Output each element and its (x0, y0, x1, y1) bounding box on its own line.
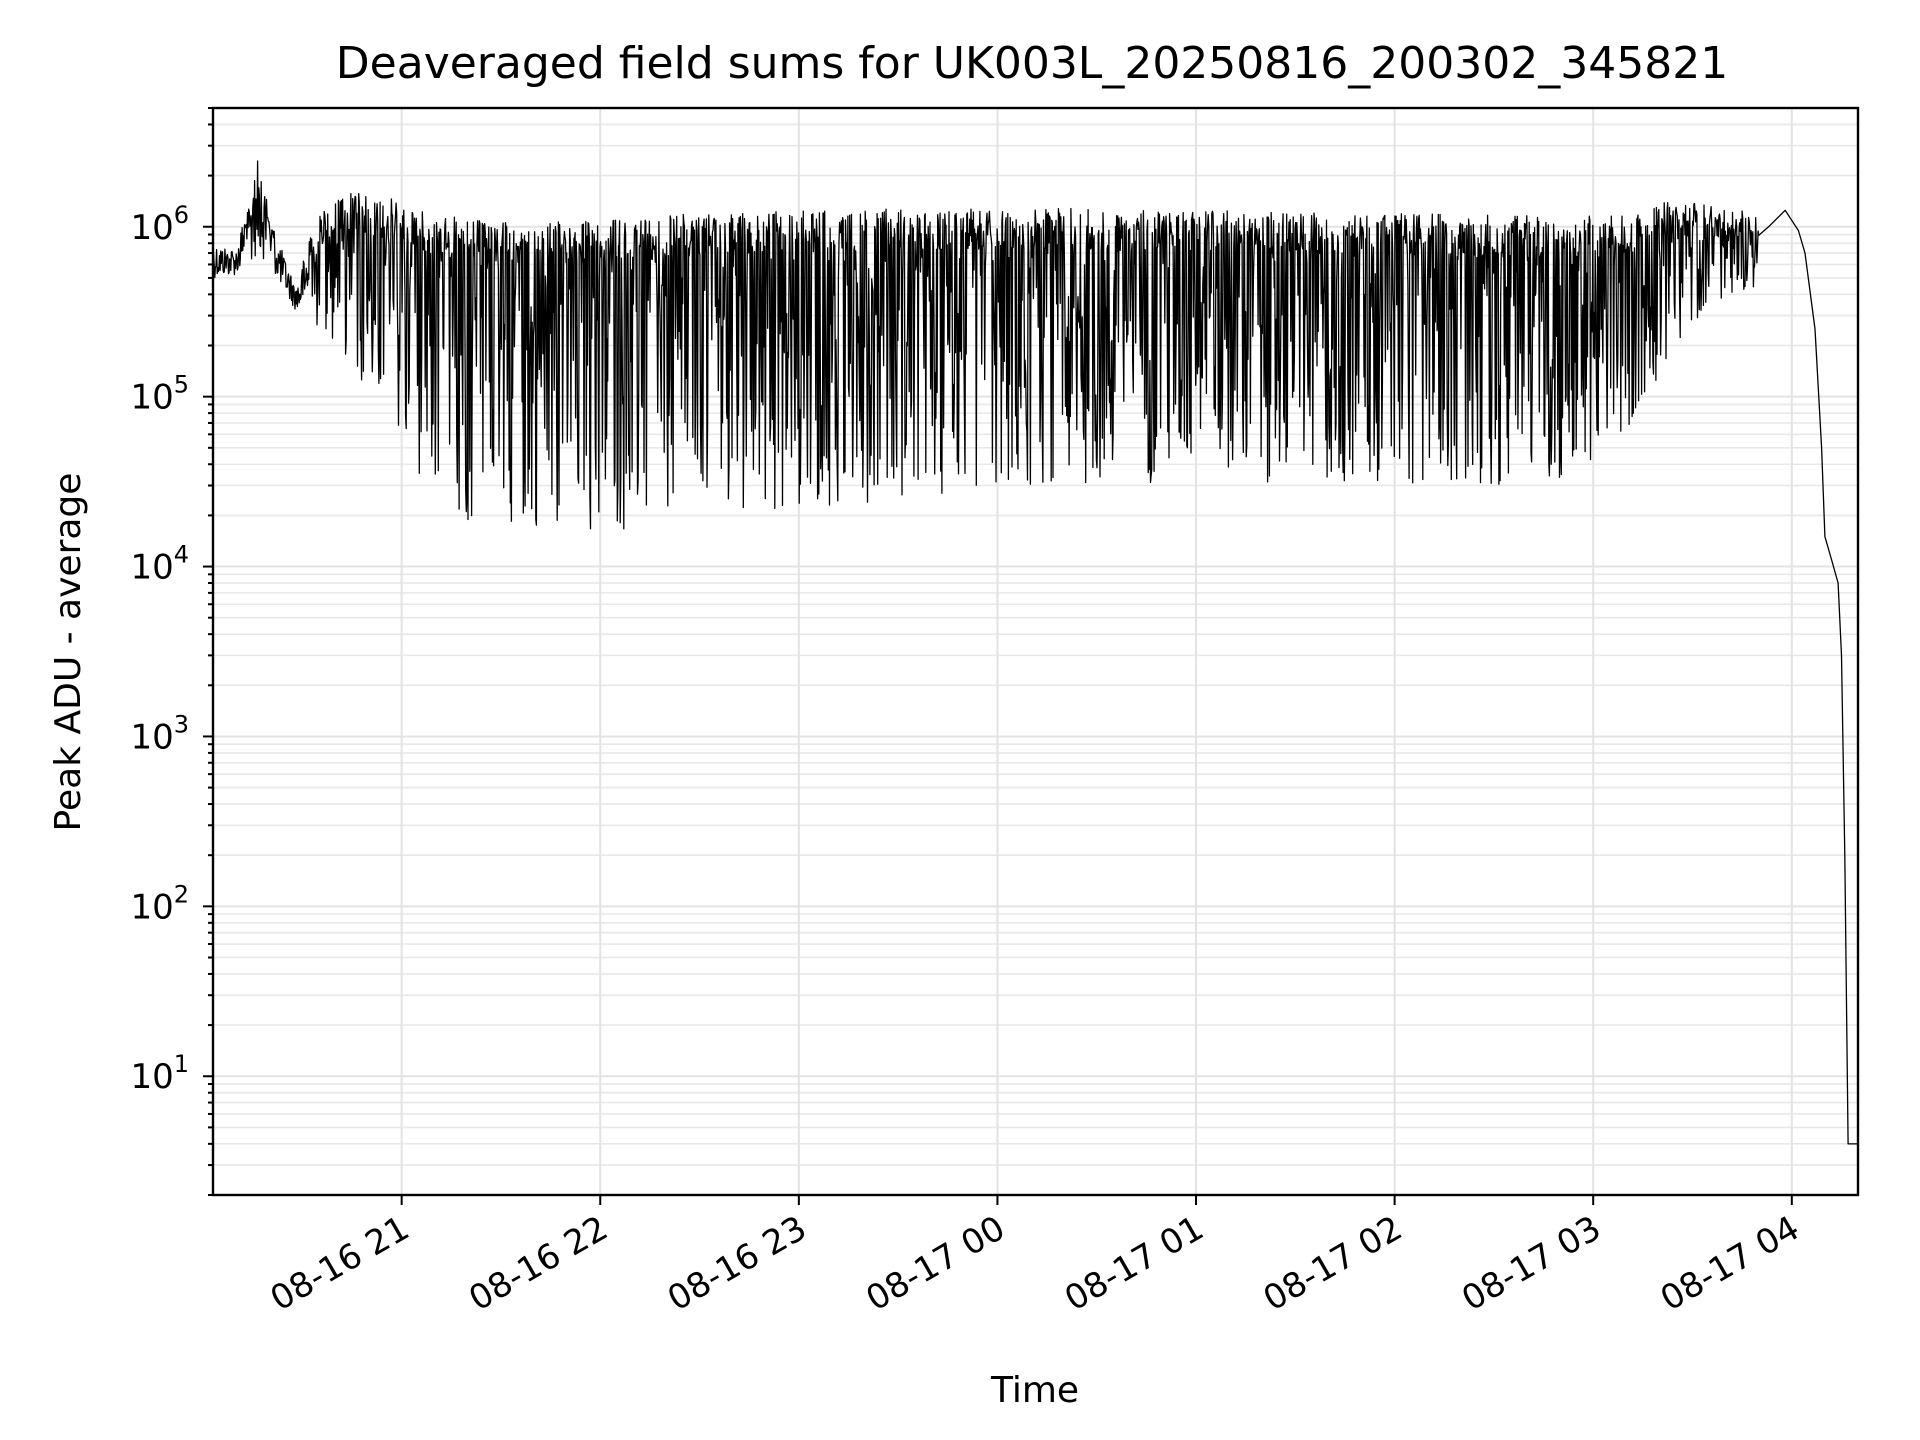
x-tick-labels: 08-16 21 08-16 22 08-16 23 08-17 00 08-17 01… (264, 1208, 1807, 1319)
x-tick-label: 08-16 22 (462, 1208, 614, 1319)
y-tick-label: 101 (130, 1050, 189, 1097)
y-tick-labels: 101 102 103 104 105 106 (130, 201, 189, 1097)
y-tick-label: 103 (130, 710, 189, 757)
x-axis-label: Time (990, 1370, 1079, 1411)
x-tick-label: 08-17 04 (1654, 1208, 1806, 1319)
plot-frame (211, 106, 1860, 1197)
x-tick-label: 08-17 01 (1058, 1208, 1210, 1319)
series-layer (212, 160, 1858, 1145)
x-tick-label: 08-16 21 (264, 1208, 416, 1319)
x-tick-label: 08-17 03 (1455, 1208, 1607, 1319)
axis-ticks (203, 107, 1793, 1205)
chart-title: Deaveraged field sums for UK003L_2025081… (336, 38, 1728, 89)
x-tick-label: 08-16 23 (661, 1208, 813, 1319)
y-tick-label: 104 (130, 541, 189, 588)
series-line (212, 160, 1858, 1145)
y-tick-label: 105 (130, 371, 189, 418)
x-tick-label: 08-17 00 (860, 1208, 1012, 1319)
x-tick-label: 08-17 02 (1257, 1208, 1409, 1319)
y-tick-label: 102 (130, 880, 189, 927)
y-axis-label: Peak ADU - average (48, 473, 89, 832)
y-tick-label: 106 (130, 201, 189, 248)
